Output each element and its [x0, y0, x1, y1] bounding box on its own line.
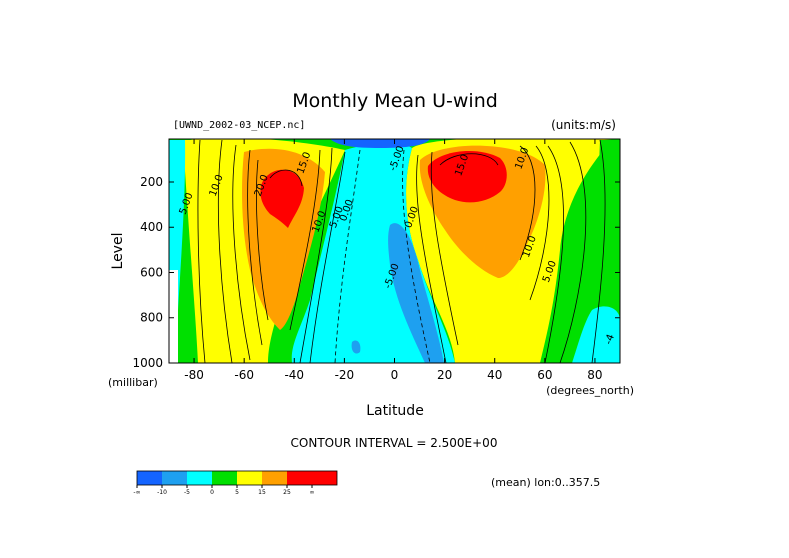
contour-line [197, 139, 206, 363]
y-axis-label: Level [110, 233, 126, 270]
contour-line [269, 169, 303, 187]
color-legend: -∞ -10 -5 0 5 15 25 ∞ [133, 470, 338, 496]
x-tick-label: -40 [284, 368, 304, 382]
legend-swatch [187, 471, 212, 485]
contour-line [529, 145, 550, 301]
contour-line [591, 139, 606, 363]
field-north-polar-green [585, 140, 620, 363]
field-south-red [260, 169, 304, 228]
chart-title: Monthly Mean U-wind [292, 90, 498, 112]
contour-line [256, 159, 269, 321]
y-axis-units: (millibar) [108, 376, 158, 389]
x-tick-label: -20 [335, 368, 355, 382]
x-tick-label: 0 [391, 368, 399, 382]
dataset-label: [UWND_2002-03_NCEP.nc] [173, 120, 305, 131]
contour-line [519, 145, 536, 261]
x-tick-label: 20 [437, 368, 452, 382]
x-axis-label: Latitude [366, 403, 424, 419]
legend-label: -∞ [133, 489, 140, 496]
contour-line [334, 149, 361, 363]
field-missing-patch [169, 270, 178, 363]
contour-label: -4 [603, 333, 617, 346]
legend-label: ∞ [310, 489, 315, 496]
contour-line [232, 144, 251, 361]
contour-line [416, 154, 447, 363]
x-tick-label: 60 [537, 368, 552, 382]
y-tick-label: 600 [140, 265, 163, 279]
field-north-red [427, 151, 507, 203]
contour-line [289, 149, 321, 331]
contour-line [402, 149, 431, 363]
contour-lines [197, 139, 606, 363]
contour-line [439, 153, 499, 166]
footer-note: (mean) lon:0..357.5 [491, 476, 600, 489]
contour-field [169, 139, 620, 363]
field-north-polar-cyan [572, 306, 620, 363]
contour-line [309, 151, 346, 363]
legend-label: -10 [157, 489, 167, 496]
x-tick-label: -80 [184, 368, 204, 382]
x-axis: -80 -60 -40 -20 0 20 40 60 80 [184, 139, 603, 382]
contour-line [430, 151, 459, 346]
legend-swatch [212, 471, 237, 485]
field-top-blue [330, 139, 430, 148]
legend-label: -5 [184, 489, 190, 496]
y-tick-label: 1000 [132, 356, 163, 370]
legend-label: 25 [283, 489, 291, 496]
legend-label: 0 [210, 489, 214, 496]
legend-label: 5 [235, 489, 239, 496]
contour-interval-text: CONTOUR INTERVAL = 2.500E+00 [291, 436, 498, 450]
legend-swatch [262, 471, 287, 485]
legend-swatch [312, 471, 337, 485]
contour-line [559, 141, 587, 363]
legend-swatch [137, 471, 162, 485]
legend-label: 15 [258, 489, 266, 496]
legend-frame [136, 470, 338, 486]
x-tick-label: -60 [234, 368, 254, 382]
y-tick-label: 800 [140, 311, 163, 325]
x-axis-units: (degrees_north) [546, 384, 634, 397]
legend-swatch [162, 471, 187, 485]
contour-line [217, 139, 233, 363]
x-tick-label: 80 [587, 368, 602, 382]
y-tick-label: 400 [140, 220, 163, 234]
contour-line [544, 145, 564, 363]
legend-swatch [287, 471, 312, 485]
y-tick-label: 200 [140, 175, 163, 189]
field-blue-blob [351, 340, 361, 354]
contour-line [299, 147, 333, 363]
field-equator-blue [388, 223, 444, 363]
legend-swatch [237, 471, 262, 485]
units-label: (units:m/s) [551, 118, 616, 132]
x-tick-label: 40 [487, 368, 502, 382]
y-axis: 200 400 600 800 1000 [132, 175, 620, 370]
contour-line [247, 149, 263, 346]
